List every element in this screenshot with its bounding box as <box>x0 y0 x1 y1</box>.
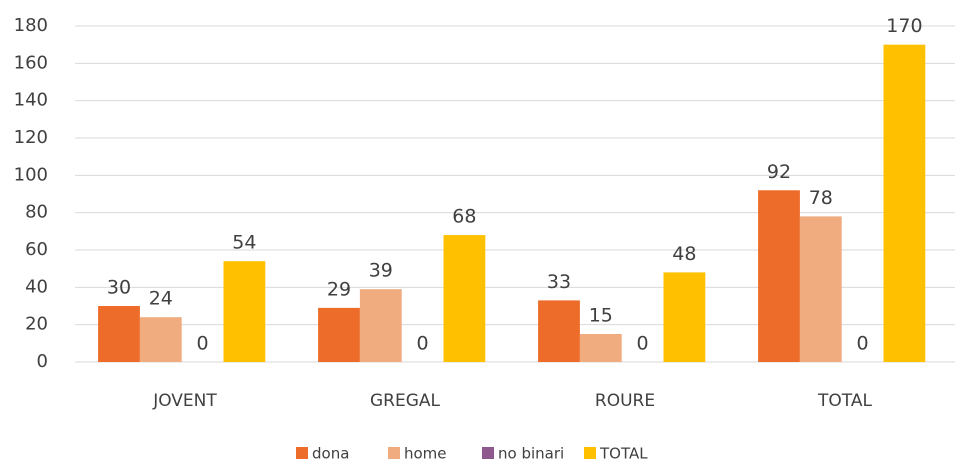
value-label: 68 <box>452 206 476 228</box>
bar <box>663 272 706 362</box>
y-tick-label: 40 <box>25 276 48 297</box>
value-label: 30 <box>107 277 131 299</box>
y-tick-label: 160 <box>14 52 48 73</box>
y-tick-label: 180 <box>14 15 48 36</box>
value-label: 15 <box>589 305 613 327</box>
value-label: 39 <box>369 260 393 282</box>
value-label: 0 <box>857 333 869 355</box>
y-tick-label: 20 <box>25 314 48 335</box>
legend-swatch <box>296 447 308 459</box>
bar <box>883 44 926 363</box>
legend-swatch <box>482 447 494 459</box>
legend-label: no binari <box>498 445 564 463</box>
bar <box>758 190 800 362</box>
x-tick-label: GREGAL <box>370 391 441 411</box>
value-label: 0 <box>197 333 209 355</box>
value-label: 0 <box>417 333 429 355</box>
bar <box>318 307 360 362</box>
value-label: 48 <box>672 243 696 265</box>
value-label: 170 <box>886 15 922 37</box>
bar <box>443 235 486 362</box>
y-tick-label: 100 <box>14 164 48 185</box>
x-tick-label: TOTAL <box>817 391 872 411</box>
value-label: 78 <box>809 187 833 209</box>
y-tick-label: 140 <box>14 90 48 111</box>
legend-label: dona <box>312 445 349 463</box>
bar <box>579 334 622 362</box>
bar <box>359 289 402 362</box>
y-tick-label: 120 <box>14 127 48 148</box>
value-label: 29 <box>327 278 351 300</box>
value-label: 0 <box>637 333 649 355</box>
bar <box>538 300 580 362</box>
legend-label: home <box>404 445 447 463</box>
bar <box>799 216 842 362</box>
y-tick-label: 60 <box>25 239 48 260</box>
legend-swatch <box>388 447 400 459</box>
x-tick-label: JOVENT <box>152 391 217 411</box>
y-tick-label: 80 <box>25 202 48 223</box>
value-label: 54 <box>232 232 256 254</box>
value-label: 92 <box>767 161 791 183</box>
legend-label: TOTAL <box>599 445 648 463</box>
bar <box>98 306 140 362</box>
x-tick-label: ROURE <box>595 391 655 411</box>
legend-swatch <box>584 447 596 459</box>
y-tick-label: 0 <box>37 351 48 372</box>
bar <box>223 261 266 362</box>
value-label: 33 <box>547 271 571 293</box>
value-label: 24 <box>149 288 173 310</box>
bar <box>139 317 182 362</box>
